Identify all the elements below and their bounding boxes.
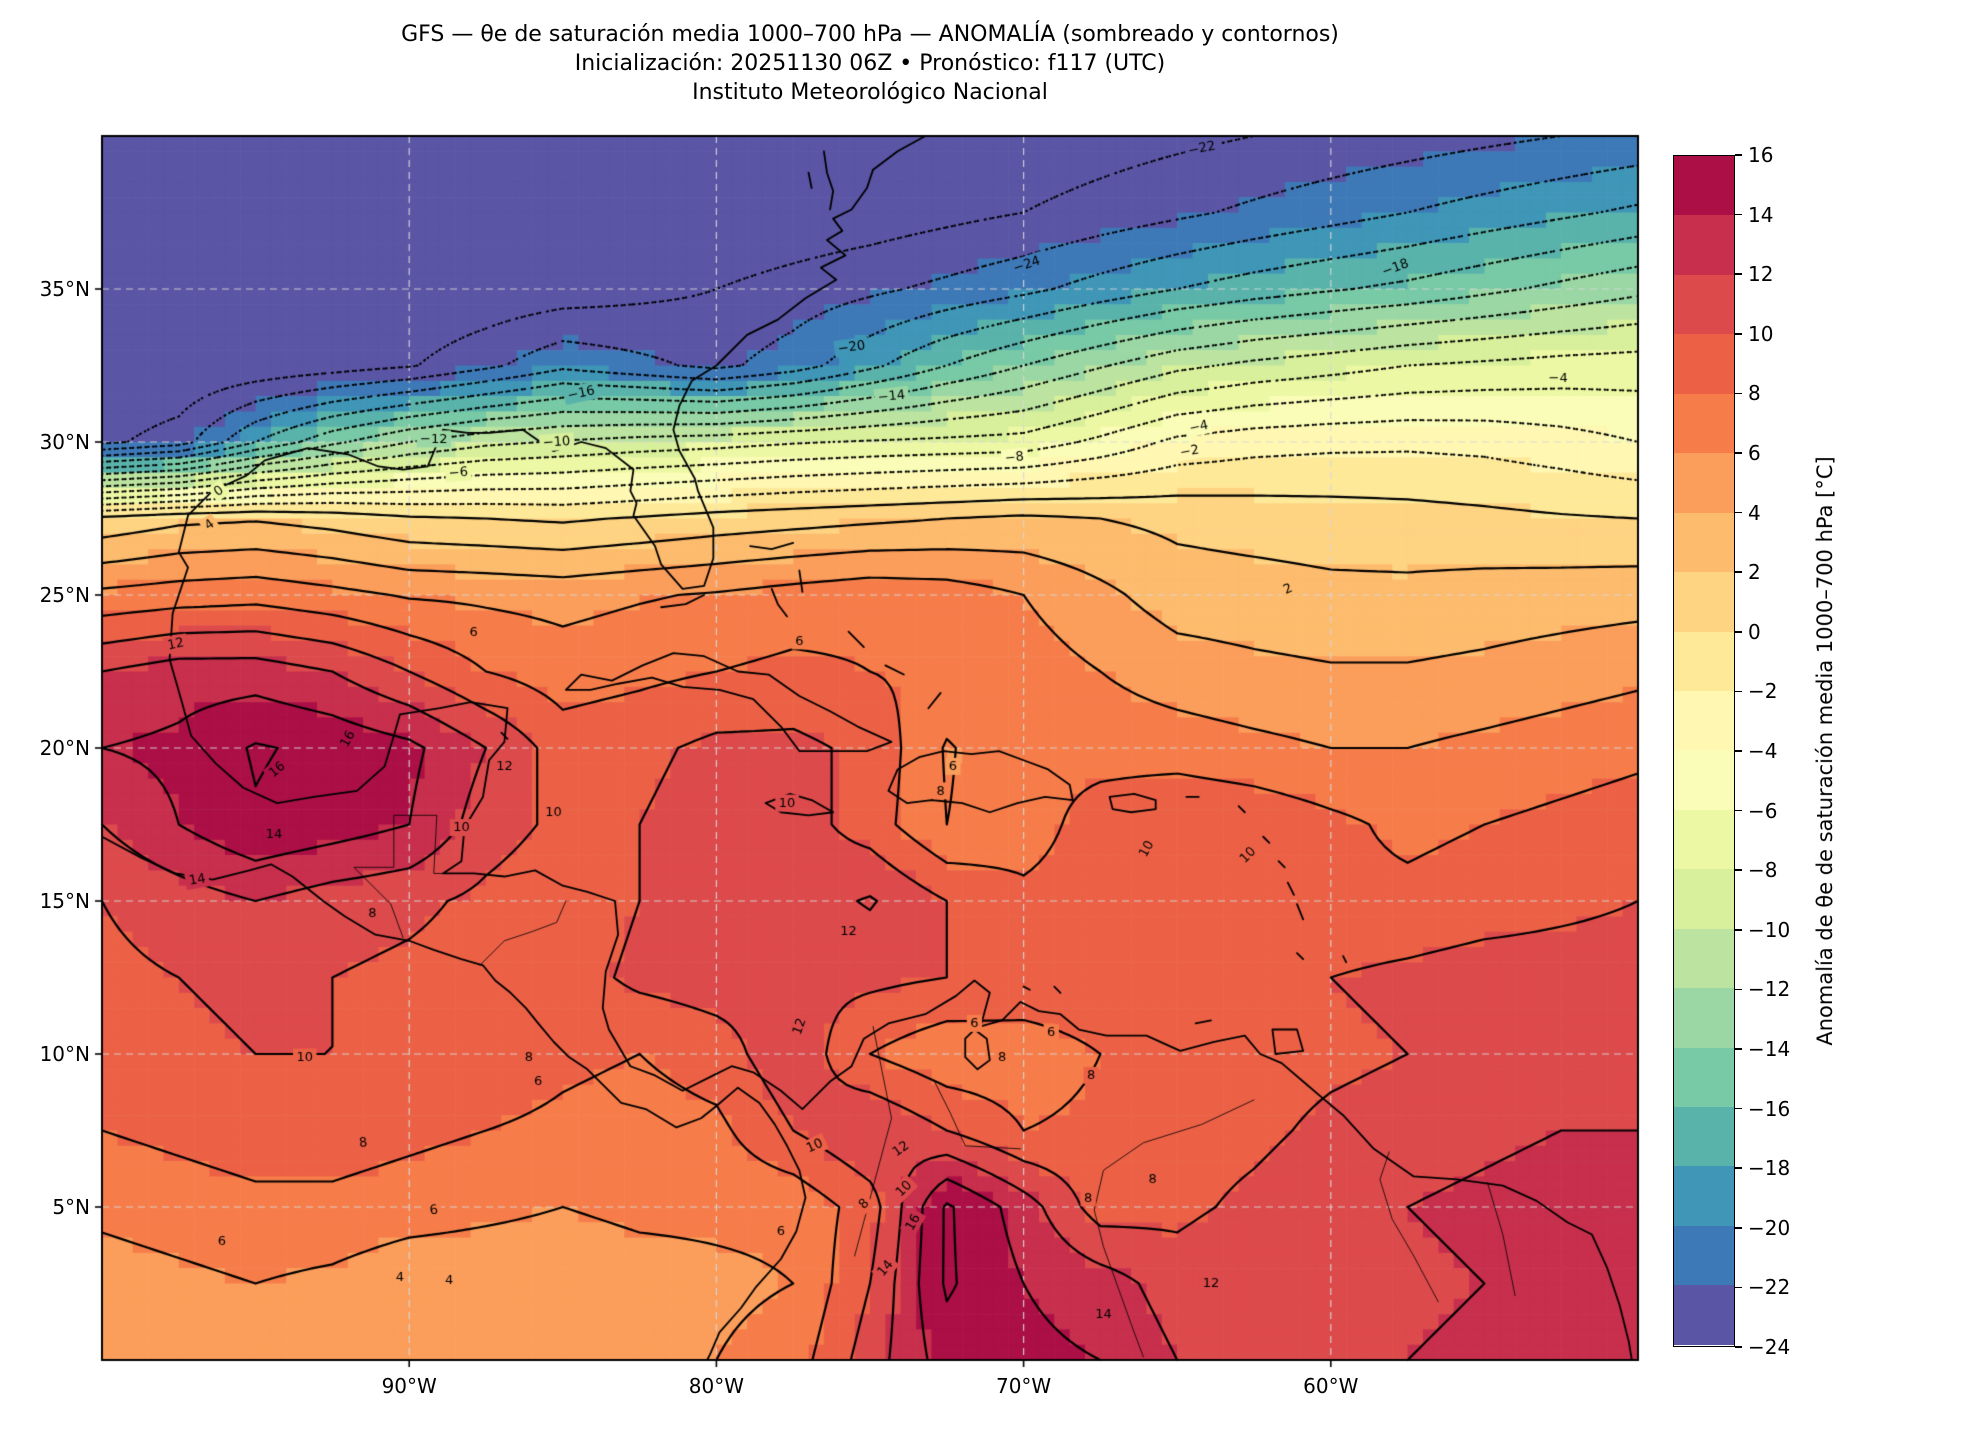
colorbar-band xyxy=(1674,631,1734,691)
colorbar-tick xyxy=(1735,1346,1742,1348)
colorbar-tick xyxy=(1735,1048,1742,1050)
colorbar-band xyxy=(1674,512,1734,573)
colorbar-band xyxy=(1674,988,1734,1048)
colorbar-band xyxy=(1674,1107,1734,1167)
colorbar-tick-label: −8 xyxy=(1748,858,1778,883)
x-tick-label: 60°W xyxy=(1303,1374,1359,1398)
title-block: GFS — θe de saturación media 1000–700 hP… xyxy=(102,20,1638,107)
colorbar-tick xyxy=(1735,929,1742,931)
colorbar-tick xyxy=(1735,750,1742,752)
colorbar-tick xyxy=(1735,273,1742,275)
colorbar-tick xyxy=(1735,1286,1742,1289)
colorbar-tick xyxy=(1735,452,1742,454)
y-tick-label: 10°N xyxy=(39,1042,90,1066)
subtitle-institution: Instituto Meteorológico Nacional xyxy=(692,80,1048,105)
colorbar-tick-label: 12 xyxy=(1748,262,1774,287)
colorbar-tick-label: 10 xyxy=(1748,321,1774,346)
colorbar-tick-label: 4 xyxy=(1748,500,1761,525)
colorbar-tick-label: −10 xyxy=(1748,917,1791,942)
colorbar-band xyxy=(1674,1225,1734,1286)
colorbar-band xyxy=(1674,928,1734,989)
colorbar-tick-label: −2 xyxy=(1748,679,1778,704)
colorbar-tick-label: −6 xyxy=(1748,798,1778,823)
colorbar-band xyxy=(1674,869,1734,929)
colorbar-tick-label: −4 xyxy=(1748,739,1778,763)
colorbar-tick xyxy=(1735,333,1742,335)
colorbar-tick xyxy=(1735,1227,1742,1229)
page-title: GFS — θe de saturación media 1000–700 hP… xyxy=(401,22,1339,47)
colorbar-tick xyxy=(1735,392,1742,395)
colorbar-band xyxy=(1674,393,1734,454)
y-tick-label: 25°N xyxy=(39,583,90,607)
colorbar-tick-label: 8 xyxy=(1748,381,1761,406)
colorbar-tick xyxy=(1735,988,1742,991)
colorbar-band xyxy=(1674,156,1734,216)
colorbar-tick-label: −24 xyxy=(1748,1335,1791,1359)
x-tick-label: 80°W xyxy=(688,1374,745,1398)
colorbar-band xyxy=(1674,274,1734,335)
y-tick-label: 20°N xyxy=(39,736,90,760)
colorbar-band xyxy=(1674,453,1734,513)
colorbar-tick-label: −22 xyxy=(1748,1275,1791,1300)
colorbar-tick xyxy=(1735,154,1742,156)
colorbar-tick-label: 16 xyxy=(1748,143,1774,167)
colorbar-band xyxy=(1674,809,1734,870)
x-tick-label: 90°W xyxy=(381,1374,437,1398)
colorbar-tick xyxy=(1735,1107,1742,1110)
colorbar-band xyxy=(1674,1166,1734,1226)
subtitle-init-forecast: Inicialización: 20251130 06Z • Pronóstic… xyxy=(574,51,1166,76)
colorbar-tick-label: 6 xyxy=(1748,441,1761,465)
colorbar-tick xyxy=(1735,631,1742,633)
y-tick-label: 30°N xyxy=(39,430,90,454)
y-tick-label: 5°N xyxy=(52,1195,90,1219)
colorbar-tick-label: 2 xyxy=(1748,560,1761,585)
colorbar-band xyxy=(1674,1047,1734,1107)
colorbar-tick-label: −14 xyxy=(1748,1037,1791,1061)
y-tick-label: 15°N xyxy=(39,889,90,913)
colorbar-tick xyxy=(1735,1167,1742,1169)
colorbar-tick xyxy=(1735,213,1742,216)
colorbar-tick xyxy=(1735,869,1742,871)
colorbar-band xyxy=(1674,1285,1734,1345)
colorbar-label: Anomalía de θe de saturación media 1000–… xyxy=(1813,456,1837,1046)
colorbar-band xyxy=(1674,215,1734,275)
colorbar-tick xyxy=(1735,571,1742,573)
colorbar-tick-label: −16 xyxy=(1748,1096,1791,1121)
colorbar-tick xyxy=(1735,690,1742,693)
colorbar-band xyxy=(1674,572,1734,632)
colorbar xyxy=(1673,155,1735,1347)
colorbar-band xyxy=(1674,690,1734,751)
colorbar-tick-label: −20 xyxy=(1748,1215,1791,1240)
colorbar-tick xyxy=(1735,809,1742,812)
colorbar-tick xyxy=(1735,511,1742,514)
colorbar-band xyxy=(1674,334,1734,394)
y-tick-label: 35°N xyxy=(39,277,90,301)
colorbar-band xyxy=(1674,750,1734,810)
colorbar-tick-label: 14 xyxy=(1748,202,1774,227)
x-tick-label: 70°W xyxy=(995,1374,1052,1398)
colorbar-tick-label: −12 xyxy=(1748,977,1791,1002)
colorbar-tick-label: −18 xyxy=(1748,1156,1791,1181)
colorbar-tick-label: 0 xyxy=(1748,619,1761,644)
